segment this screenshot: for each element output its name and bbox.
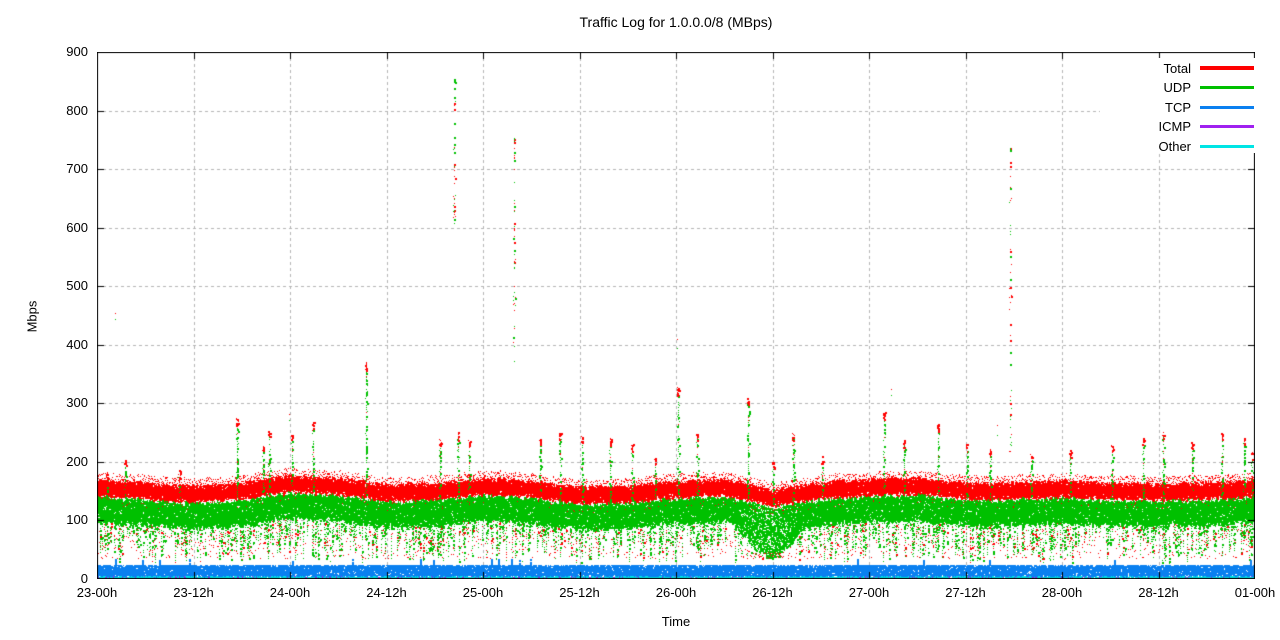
x-tick-label: 26-00h xyxy=(655,585,697,600)
legend-label-icmp: ICMP xyxy=(1158,118,1192,134)
legend-item-udp: UDP xyxy=(1100,79,1258,95)
y-tick-label: 800 xyxy=(66,102,88,118)
legend-swatch-tcp xyxy=(1200,105,1254,109)
plot-canvas xyxy=(97,52,1255,579)
x-tick-label: 25-00h xyxy=(462,585,504,600)
x-tick-label: 23-00h xyxy=(76,585,118,600)
x-tick-label: 24-00h xyxy=(269,585,311,600)
y-tick-label: 700 xyxy=(66,161,88,177)
y-axis-label: Mbps xyxy=(24,300,40,333)
legend-label-other: Other xyxy=(1158,138,1191,154)
y-tick-label: 600 xyxy=(66,219,88,235)
y-tick-label: 900 xyxy=(66,44,88,59)
x-tick-label: 27-12h xyxy=(945,585,986,600)
legend-item-total: Total xyxy=(1100,60,1258,76)
legend-swatch-other xyxy=(1200,144,1254,148)
y-tick-label: 0 xyxy=(80,571,88,586)
y-tick-label: 500 xyxy=(66,278,88,294)
legend-swatch-icmp xyxy=(1200,124,1254,128)
x-tick-label: 26-12h xyxy=(752,585,793,600)
legend-label-udp: UDP xyxy=(1163,79,1191,95)
legend-swatch-udp xyxy=(1200,85,1254,89)
y-tick-label: 400 xyxy=(66,336,88,352)
x-tick-label: 23-12h xyxy=(173,585,214,600)
x-tick-label: 28-00h xyxy=(1041,585,1083,600)
legend-label-tcp: TCP xyxy=(1165,99,1191,115)
legend: Total UDP TCP ICMP Other xyxy=(1100,58,1258,154)
x-tick-label: 01-00h xyxy=(1234,585,1276,600)
x-tick-label: 27-00h xyxy=(848,585,890,600)
legend-label-total: Total xyxy=(1163,60,1191,76)
legend-item-other: Other xyxy=(1100,138,1258,154)
x-tick-label: 25-12h xyxy=(559,585,600,600)
chart-title: Traffic Log for 1.0.0.0/8 (MBps) xyxy=(579,14,773,30)
y-tick-label: 200 xyxy=(66,453,88,469)
legend-item-tcp: TCP xyxy=(1100,99,1258,115)
y-tick-label: 100 xyxy=(66,512,88,528)
x-tick-label: 28-12h xyxy=(1138,585,1179,600)
x-axis-label: Time xyxy=(661,614,691,629)
y-tick-label: 300 xyxy=(66,395,88,411)
legend-item-icmp: ICMP xyxy=(1100,118,1258,134)
x-tick-label: 24-12h xyxy=(366,585,407,600)
legend-swatch-total xyxy=(1200,66,1254,70)
